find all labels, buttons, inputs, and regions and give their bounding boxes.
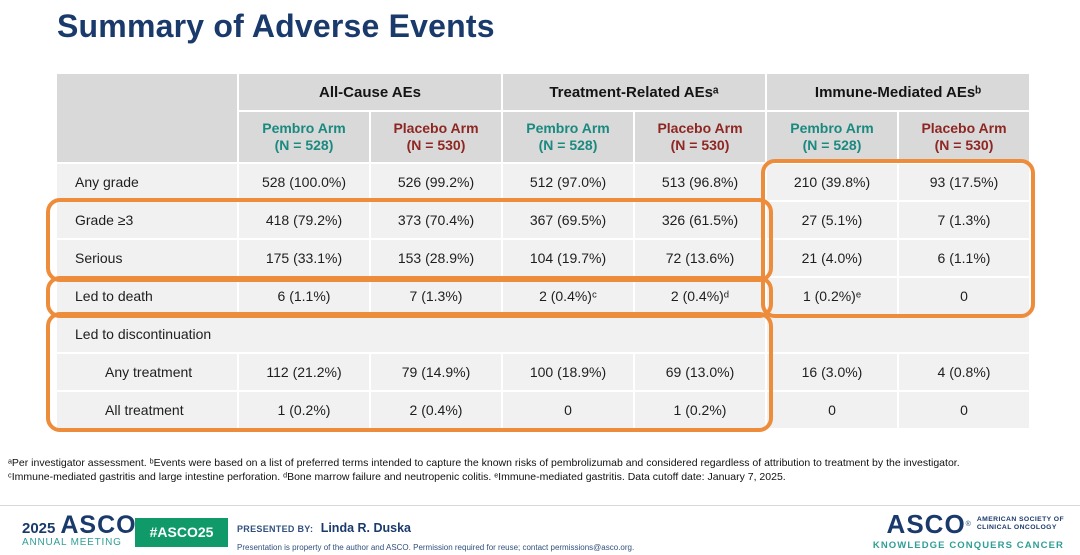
- disclaimer-text: Presentation is property of the author a…: [237, 543, 635, 552]
- cell: 526 (99.2%): [371, 164, 501, 200]
- arm-n: (N = 528): [802, 137, 862, 153]
- cell: 104 (19.7%): [503, 240, 633, 276]
- cell: 4 (0.8%): [899, 354, 1029, 390]
- adverse-events-table: All-Cause AEs Treatment-Related AEsᵃ Imm…: [55, 72, 1031, 430]
- cell: 69 (13.0%): [635, 354, 765, 390]
- column-group-treatment-related: Treatment-Related AEsᵃ: [503, 74, 765, 110]
- row-label: All treatment: [57, 392, 237, 428]
- arm-n: (N = 530): [406, 137, 466, 153]
- arm-name: Placebo Arm: [657, 120, 743, 136]
- table-row-all-treatment: All treatment 1 (0.2%) 2 (0.4%) 0 1 (0.2…: [57, 392, 1029, 428]
- column-group-immune-mediated: Immune-Mediated AEsᵇ: [767, 74, 1029, 110]
- group-header-row: All-Cause AEs Treatment-Related AEsᵃ Imm…: [57, 74, 1029, 162]
- cell: 6 (1.1%): [899, 240, 1029, 276]
- footnote-line-1: ᵃPer investigator assessment. ᵇEvents we…: [8, 457, 960, 469]
- presenter-block: PRESENTED BY: Linda R. Duska Presentatio…: [237, 519, 634, 552]
- arm-header-row: Pembro Arm (N = 528) Placebo Arm (N = 53…: [57, 112, 1029, 162]
- arm-name: Placebo Arm: [921, 120, 1007, 136]
- table-row-any-grade: Any grade 528 (100.0%) 526 (99.2%) 512 (…: [57, 164, 1029, 200]
- arm-n: (N = 530): [670, 137, 730, 153]
- row-label: Grade ≥3: [57, 202, 237, 238]
- registered-mark: ®: [965, 520, 971, 528]
- table-row-any-treatment: Any treatment 112 (21.2%) 79 (14.9%) 100…: [57, 354, 1029, 390]
- table-row-led-to-death: Led to death 6 (1.1%) 7 (1.3%) 2 (0.4%)ᶜ…: [57, 278, 1029, 314]
- cell: 7 (1.3%): [899, 202, 1029, 238]
- meeting-subtitle: ANNUAL MEETING: [22, 537, 122, 548]
- table-row-led-to-discontinuation: Led to discontinuation: [57, 316, 1029, 352]
- footnote-line-2: ᶜImmune-mediated gastritis and large int…: [8, 471, 786, 483]
- cell: 0: [767, 392, 897, 428]
- col-header-immune-pembro: Pembro Arm (N = 528): [767, 112, 897, 162]
- org-name-line-2: CLINICAL ONCOLOGY: [976, 524, 1057, 531]
- cell: 2 (0.4%)ᶜ: [503, 278, 633, 314]
- cell: 0: [899, 278, 1029, 314]
- arm-name: Pembro Arm: [790, 120, 874, 136]
- org-full-name: AMERICAN SOCIETY OF CLINICAL ONCOLOGY: [977, 516, 1064, 532]
- cell: 418 (79.2%): [239, 202, 369, 238]
- org-name: ASCO: [886, 509, 966, 539]
- cell: 2 (0.4%)ᵈ: [635, 278, 765, 314]
- footer: 2025 ASCO ® ANNUAL MEETING #ASCO25 PRESE…: [0, 505, 1080, 555]
- col-header-immune-placebo: Placebo Arm (N = 530): [899, 112, 1029, 162]
- table-row-serious: Serious 175 (33.1%) 153 (28.9%) 104 (19.…: [57, 240, 1029, 276]
- cell: 326 (61.5%): [635, 202, 765, 238]
- cell: 16 (3.0%): [767, 354, 897, 390]
- cell: 7 (1.3%): [371, 278, 501, 314]
- cell: 373 (70.4%): [371, 202, 501, 238]
- row-label: Serious: [57, 240, 237, 276]
- presenter-name: Linda R. Duska: [320, 521, 411, 535]
- cell: 79 (14.9%): [371, 354, 501, 390]
- cell: 1 (0.2%): [635, 392, 765, 428]
- cell: 528 (100.0%): [239, 164, 369, 200]
- cell: 367 (69.5%): [503, 202, 633, 238]
- row-label: Led to death: [57, 278, 237, 314]
- cell: [767, 316, 1029, 352]
- hashtag-badge: #ASCO25: [135, 518, 228, 547]
- cell: 21 (4.0%): [767, 240, 897, 276]
- arm-name: Placebo Arm: [393, 120, 479, 136]
- cell: 1 (0.2%): [239, 392, 369, 428]
- cell: 0: [899, 392, 1029, 428]
- cell: 175 (33.1%): [239, 240, 369, 276]
- cell: 6 (1.1%): [239, 278, 369, 314]
- row-label: Any treatment: [57, 354, 237, 390]
- presented-by-label: PRESENTED BY:: [237, 524, 314, 534]
- cell: 0: [503, 392, 633, 428]
- section-row-label: Led to discontinuation: [57, 316, 765, 352]
- cell: 27 (5.1%): [767, 202, 897, 238]
- column-group-all-cause: All-Cause AEs: [239, 74, 501, 110]
- cell: 100 (18.9%): [503, 354, 633, 390]
- cell: 93 (17.5%): [899, 164, 1029, 200]
- cell: 513 (96.8%): [635, 164, 765, 200]
- org-name-line-1: AMERICAN SOCIETY OF: [976, 516, 1064, 523]
- table-row-grade-ge3: Grade ≥3 418 (79.2%) 373 (70.4%) 367 (69…: [57, 202, 1029, 238]
- meeting-name: ASCO: [60, 511, 137, 539]
- meeting-year: 2025: [22, 520, 56, 537]
- cell: 72 (13.6%): [635, 240, 765, 276]
- col-header-allcause-pembro: Pembro Arm (N = 528): [239, 112, 369, 162]
- footnotes: ᵃPer investigator assessment. ᵇEvents we…: [8, 456, 1074, 484]
- arm-n: (N = 530): [934, 137, 994, 153]
- corner-cell: [57, 74, 237, 162]
- asco-org-logo: ASCO ® AMERICAN SOCIETY OF CLINICAL ONCO…: [872, 509, 1064, 551]
- cell: 112 (21.2%): [239, 354, 369, 390]
- cell: 210 (39.8%): [767, 164, 897, 200]
- col-header-allcause-placebo: Placebo Arm (N = 530): [371, 112, 501, 162]
- cell: 2 (0.4%): [371, 392, 501, 428]
- col-header-treatment-placebo: Placebo Arm (N = 530): [635, 112, 765, 162]
- arm-name: Pembro Arm: [262, 120, 346, 136]
- cell: 1 (0.2%)ᵉ: [767, 278, 897, 314]
- arm-name: Pembro Arm: [526, 120, 610, 136]
- cell: 153 (28.9%): [371, 240, 501, 276]
- row-label: Any grade: [57, 164, 237, 200]
- page-title: Summary of Adverse Events: [57, 8, 495, 44]
- col-header-treatment-pembro: Pembro Arm (N = 528): [503, 112, 633, 162]
- arm-n: (N = 528): [538, 137, 598, 153]
- org-tagline: KNOWLEDGE CONQUERS CANCER: [872, 540, 1064, 551]
- cell: 512 (97.0%): [503, 164, 633, 200]
- arm-n: (N = 528): [274, 137, 334, 153]
- asco-annual-meeting-logo: 2025 ASCO ® ANNUAL MEETING: [22, 511, 142, 549]
